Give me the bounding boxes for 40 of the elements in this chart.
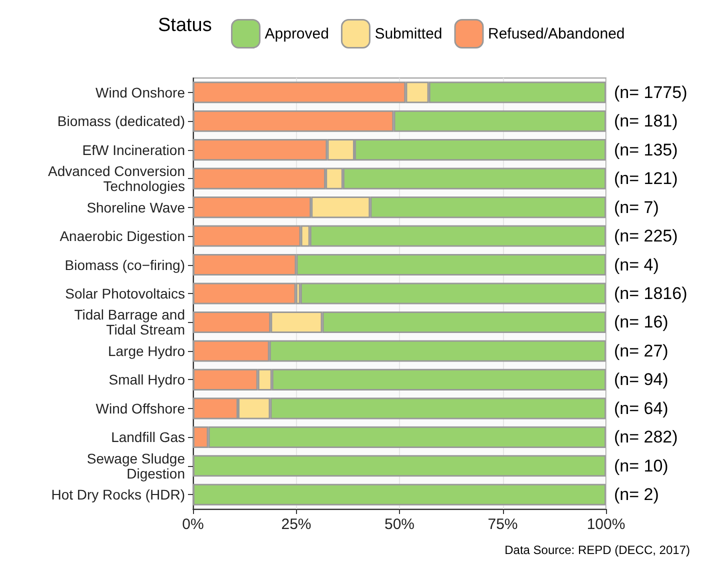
x-tick-label: 100% [586,516,626,533]
y2-tick-label: (n= 16) [614,312,668,332]
source-note: Data Source: REPD (DECC, 2017) [504,543,690,557]
y-tick-label: Tidal Barrage and Tidal Stream [74,306,185,338]
legend-label: Submitted [374,25,442,42]
y2-tick-label: (n= 135) [614,140,678,160]
y-tick-label: Landfill Gas [111,429,185,446]
y2-tick-label: (n= 181) [614,112,678,131]
legend-label: Refused/Abandoned [488,25,625,42]
y2-tick-label: (n= 1816) [614,284,688,303]
legend-title: Status [158,15,212,36]
y2-tick-label: (n= 94) [614,370,668,390]
y-tick-label: Hot Dry Rocks (HDR) [51,486,185,503]
y2-tick-label: (n= 27) [614,341,668,360]
y-tick-label: Biomass (dedicated) [57,113,185,130]
y-tick-label: Biomass (co−firing) [64,256,185,273]
y-tick-label: Large Hydro [108,342,186,359]
x-tick-label: 75% [488,516,518,533]
legend-label: Approved [264,25,329,42]
y2-tick-label: (n= 282) [614,428,678,447]
x-tick-label: 0% [182,516,204,533]
x-tick-label: 50% [384,516,415,533]
y2-tick-label: (n= 64) [614,398,668,418]
y-tick-label: Wind Onshore [96,84,186,100]
y2-tick-label: (n= 10) [614,456,668,476]
y-tick-label: Anaerobic Digestion [60,228,185,244]
y2-tick-label: (n= 7) [614,198,659,217]
y2-tick-label: (n= 2) [614,485,659,504]
y-tick-label: Small Hydro [108,372,186,388]
x-tick-label: 25% [281,516,312,533]
y2-tick-label: (n= 225) [614,226,678,246]
y-tick-label: Solar Photovoltaics [65,286,185,302]
y2-tick-label: (n= 1775) [614,82,688,102]
y-tick-label: Sewage Sludge Digestion [86,450,186,482]
y-tick-label: Advanced Conversion Technologies [48,163,185,194]
y2-tick-label: (n= 4) [614,255,659,274]
y-tick-label: Wind Offshore [96,400,186,416]
y2-tick-label: (n= 121) [614,169,678,188]
y-tick-label: Shoreline Wave [86,199,186,216]
y-tick-label: EfW Incineration [82,142,185,158]
